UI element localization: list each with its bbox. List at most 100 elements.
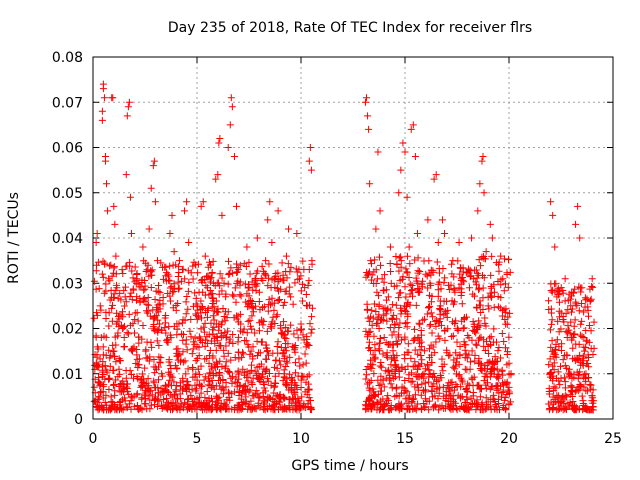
data-point (265, 261, 272, 268)
data-point (156, 320, 163, 327)
data-point (547, 280, 554, 287)
data-point (485, 302, 492, 309)
data-point (435, 239, 442, 246)
data-point (429, 330, 436, 337)
data-point (582, 344, 589, 351)
data-point (124, 112, 131, 119)
data-point (225, 271, 232, 278)
data-point (500, 338, 507, 345)
data-point (562, 275, 569, 282)
x-tick-label: 10 (292, 431, 310, 447)
data-point (473, 342, 480, 349)
data-point (589, 351, 596, 358)
data-point (298, 320, 305, 327)
data-point (171, 248, 178, 255)
data-point (223, 334, 230, 341)
data-point (424, 273, 431, 280)
data-point (167, 298, 174, 305)
data-point (375, 292, 382, 299)
data-point (229, 103, 236, 110)
data-point (476, 297, 483, 304)
data-point (139, 322, 146, 329)
data-point (439, 265, 446, 272)
data-point (296, 275, 303, 282)
data-point (577, 288, 584, 295)
data-point (302, 351, 309, 358)
data-point (270, 307, 277, 314)
data-point (450, 332, 457, 339)
data-point (185, 279, 192, 286)
data-point (191, 289, 198, 296)
data-point (308, 326, 315, 333)
data-point (122, 293, 129, 300)
data-point (127, 194, 134, 201)
data-point (279, 259, 286, 266)
data-point (93, 262, 100, 269)
data-point (271, 384, 278, 391)
data-point (506, 310, 513, 317)
data-point (572, 300, 579, 307)
data-point (387, 260, 394, 267)
data-point (396, 290, 403, 297)
data-point (216, 382, 223, 389)
data-point (362, 376, 369, 383)
data-point (439, 216, 446, 223)
data-point (476, 180, 483, 187)
data-point (91, 384, 98, 391)
data-point (393, 260, 400, 267)
data-point (426, 367, 433, 374)
data-point (292, 359, 299, 366)
data-point (368, 307, 375, 314)
data-point (196, 289, 203, 296)
data-point (480, 153, 487, 160)
data-point (150, 162, 157, 169)
data-point (456, 239, 463, 246)
data-point (265, 308, 272, 315)
data-point (240, 350, 247, 357)
data-point (370, 333, 377, 340)
data-point (547, 198, 554, 205)
data-point (235, 338, 242, 345)
data-point (379, 351, 386, 358)
data-point (111, 263, 118, 270)
data-point (299, 258, 306, 265)
data-point (262, 342, 269, 349)
data-point (281, 370, 288, 377)
data-point (93, 286, 100, 293)
y-tick-label: 0.06 (52, 141, 83, 157)
data-point (286, 268, 293, 275)
data-point (104, 207, 111, 214)
data-point (373, 289, 380, 296)
data-point (202, 253, 209, 260)
data-point (247, 271, 254, 278)
data-point (466, 284, 473, 291)
data-point (448, 270, 455, 277)
data-point (273, 357, 280, 364)
data-point (495, 375, 502, 382)
data-point (111, 348, 118, 355)
data-point (126, 311, 133, 318)
data-point (399, 139, 406, 146)
data-point (411, 326, 418, 333)
data-point (363, 94, 370, 101)
data-point (231, 153, 238, 160)
data-point (264, 216, 271, 223)
data-point (297, 272, 304, 279)
x-tick-label: 5 (193, 431, 202, 447)
chart-title: Day 235 of 2018, Rate Of TEC Index for r… (168, 20, 532, 36)
data-point (121, 343, 128, 350)
data-point (397, 253, 404, 260)
data-point (417, 352, 424, 359)
data-point (368, 260, 375, 267)
data-point (303, 291, 310, 298)
data-point (488, 294, 495, 301)
data-point (275, 207, 282, 214)
data-point (261, 381, 268, 388)
data-point (372, 225, 379, 232)
data-point (131, 316, 138, 323)
data-point (210, 312, 217, 319)
data-point (422, 271, 429, 278)
data-point (248, 379, 255, 386)
y-tick-label: 0.01 (52, 367, 83, 383)
data-point (110, 367, 117, 374)
